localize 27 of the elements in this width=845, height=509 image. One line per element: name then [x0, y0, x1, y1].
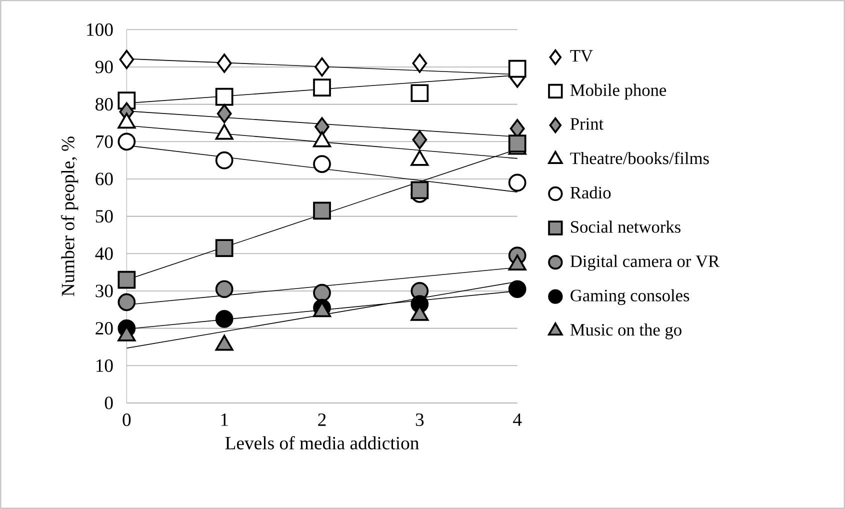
y-tick-label: 100	[87, 23, 113, 36]
y-tick-label: 20	[96, 322, 113, 335]
legend-label: Print	[570, 118, 604, 130]
y-tick-label: 30	[96, 284, 113, 298]
y-tick-label: 50	[96, 210, 113, 223]
legend-label: Digital camera or VR	[570, 254, 720, 271]
x-axis-title: Levels of media addiction	[225, 436, 419, 450]
x-tick-label: 1	[221, 413, 228, 426]
y-tick-label: 60	[96, 172, 113, 186]
y-tick-label: 70	[96, 135, 113, 148]
y-tick-label: 10	[96, 359, 113, 372]
legend-label: Social networks	[571, 220, 680, 233]
legend-label: Mobile phone	[570, 84, 666, 100]
y-tick-label: 0	[104, 396, 113, 410]
x-tick-label: 2	[318, 413, 326, 426]
y-tick-label: 80	[96, 98, 113, 111]
legend-label: Music on the go	[570, 323, 682, 340]
y-tick-label: 90	[95, 60, 113, 74]
x-tick-label: 4	[513, 413, 522, 426]
x-tick-label: 0	[122, 413, 131, 426]
legend-label: Radio	[570, 186, 611, 199]
legend-label: Theatre/books/films	[570, 152, 709, 164]
y-tick-label: 40	[95, 247, 113, 260]
legend-label: Gaming consoles	[570, 289, 690, 305]
y-axis-title: Number of people, %	[61, 136, 78, 296]
x-tick-label: 3	[416, 413, 424, 426]
legend-label: TV	[570, 50, 593, 62]
